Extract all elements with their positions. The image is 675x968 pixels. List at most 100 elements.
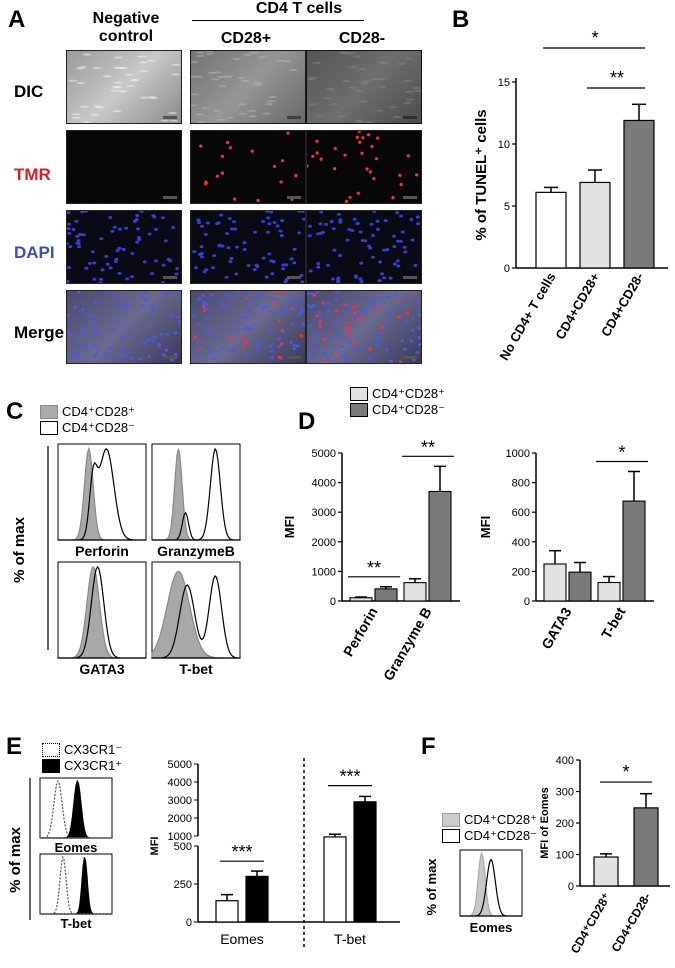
cell-nucleus [271,260,276,264]
apoptotic-cell [232,197,237,201]
cell-nucleus [369,222,374,226]
cell-nucleus [263,305,268,309]
micrograph-texture [307,131,419,203]
cell-nucleus [130,251,135,255]
cell-nucleus [338,218,343,222]
cell-nucleus [331,227,336,231]
cell-nucleus [201,300,206,304]
cell-nucleus [224,275,229,279]
cell-nucleus [112,328,117,332]
cell-nucleus [98,281,103,283]
cell-nucleus [380,297,385,301]
cell-nucleus [261,256,266,260]
panel-letter-d: D [298,408,316,435]
significance-label: * [622,762,629,782]
cell-nucleus [201,294,206,298]
histogram-cx3cr1neg [40,855,112,915]
cell-nucleus [205,327,210,331]
bar-1-1 [353,801,377,923]
cell-nucleus [375,227,380,231]
cell-nucleus [359,280,364,283]
x-tick-label: Eomes [220,931,264,947]
cell-nucleus [409,339,414,343]
cell-nucleus [164,348,169,352]
cell-nucleus [76,352,81,356]
cell-nucleus [257,56,267,59]
apoptotic-cell [312,293,317,297]
cell-nucleus [410,317,415,321]
y-tick-label: 400 [556,755,574,767]
legend-c-swatch-2 [40,421,58,435]
apoptotic-cell [318,319,322,323]
cell-nucleus [334,297,339,301]
cell-nucleus [211,356,216,360]
cell-nucleus [171,225,176,229]
cell-nucleus [299,310,304,314]
legend-d-item-1: CD4⁺CD28⁺ [350,386,445,402]
cell-nucleus [307,291,311,295]
cell-nucleus [199,245,204,249]
y-tick-label: 100 [556,850,574,862]
y-tick-label: 3000 [168,795,192,807]
significance-label: ** [367,558,381,578]
cell-nucleus [150,308,155,312]
cell-nucleus [353,275,358,279]
cell-nucleus [110,229,115,233]
cell-nucleus [338,335,343,339]
apoptotic-cell [220,171,225,175]
apoptotic-cell [290,307,294,311]
cell-nucleus [253,230,258,234]
cell-nucleus [147,354,152,358]
apoptotic-cell [193,335,197,339]
cell-nucleus [307,234,312,238]
legend-f-swatch-2 [442,829,460,843]
y-tick-label: 0 [504,263,510,275]
cell-nucleus [108,346,113,350]
cd4-group-header: CD4 T cells [255,0,343,17]
bar-0 [535,191,567,269]
cell-nucleus [285,309,290,313]
scale-bar [287,356,301,359]
apoptotic-cell [335,308,339,313]
bar-0-1 [374,588,398,602]
scale-bar [403,196,417,199]
histogram-label: Eomes [55,840,98,855]
cell-nucleus [403,101,413,104]
cell-nucleus [216,118,226,121]
apoptotic-cell [228,146,232,150]
micrograph-merge-2 [306,290,422,364]
cell-nucleus [360,239,365,243]
x-tick-label: GATA3 [538,604,575,651]
cell-nucleus [80,343,85,347]
cell-nucleus [73,305,78,309]
histogram-label: T-bet [60,916,92,931]
bar-1 [579,181,611,269]
cell-nucleus [392,234,397,238]
apoptotic-cell [272,164,277,169]
bar-0-0 [543,563,567,602]
cell-nucleus [359,81,369,84]
col-header-cd28pos: CD28+ [220,30,272,47]
cell-nucleus [94,351,99,355]
legend-f-label-2: CD4⁺CD28⁻ [464,828,537,843]
cell-nucleus [67,227,71,231]
panel-letter-c: C [6,398,24,425]
cell-nucleus [166,292,171,296]
cell-nucleus [277,345,282,349]
cell-nucleus [196,218,201,222]
cell-nucleus [91,354,96,358]
cell-nucleus [415,300,420,304]
cell-nucleus [409,217,414,221]
cell-nucleus [71,116,81,119]
cell-nucleus [235,328,240,332]
cell-nucleus [276,59,286,62]
apoptotic-cell [319,157,323,161]
cell-nucleus [235,245,240,249]
cell-nucleus [117,306,122,310]
y-tick-label: 0 [568,881,574,893]
cell-nucleus [265,211,270,213]
cell-nucleus [295,344,300,348]
apoptotic-cell [357,131,361,133]
significance-label: *** [339,767,360,787]
cell-nucleus [204,317,209,321]
